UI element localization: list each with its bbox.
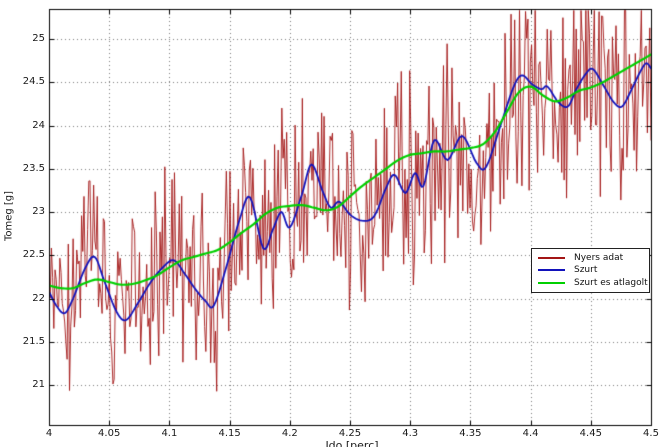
legend-label: Nyers adat xyxy=(574,253,624,264)
x-tick-label: 4.45 xyxy=(579,428,602,439)
x-axis-label: Ido [perc] xyxy=(325,439,379,447)
x-tick-label: 4.2 xyxy=(281,428,298,439)
legend-line-sample-green xyxy=(538,281,565,284)
y-tick-label: 22 xyxy=(32,292,45,304)
y-tick-label: 24.5 xyxy=(22,76,45,88)
x-tick-label: 4.05 xyxy=(98,428,121,439)
x-tick-label: 4.35 xyxy=(459,428,482,439)
legend: Nyers adat Szurt Szurt es atlagolt xyxy=(531,248,650,293)
y-tick-label: 24 xyxy=(32,119,45,131)
y-tick-label: 23 xyxy=(32,206,45,217)
x-tick-label: 4.5 xyxy=(643,428,659,439)
y-tick-label: 21 xyxy=(32,379,45,390)
y-tick-label: 21.5 xyxy=(22,335,45,347)
x-tick-label: 4.3 xyxy=(402,428,419,439)
x-tick-label: 4.15 xyxy=(218,428,241,439)
legend-label: Szurt es atlagolt xyxy=(574,277,648,288)
y-tick-label: 22.5 xyxy=(22,249,45,261)
legend-entry-szurt-es-atlagolt: Szurt es atlagolt xyxy=(532,277,649,289)
legend-entry-szurt: Szurt xyxy=(532,264,649,276)
x-tick-label: 4 xyxy=(45,428,53,439)
x-tick-label: 4.4 xyxy=(522,428,539,439)
y-tick-label: 23.5 xyxy=(22,162,45,174)
legend-line-sample-red xyxy=(538,257,565,260)
x-tick-label: 4.1 xyxy=(161,428,178,439)
x-tick-label: 4.25 xyxy=(338,428,362,439)
legend-line-sample-blue xyxy=(538,269,565,272)
y-tick-label: 25 xyxy=(32,33,45,44)
legend-entry-nyers-adat: Nyers adat xyxy=(532,252,649,264)
legend-label: Szurt xyxy=(574,265,598,276)
